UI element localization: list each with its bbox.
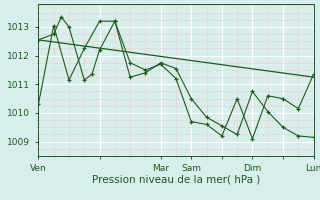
X-axis label: Pression niveau de la mer( hPa ): Pression niveau de la mer( hPa ) — [92, 175, 260, 185]
